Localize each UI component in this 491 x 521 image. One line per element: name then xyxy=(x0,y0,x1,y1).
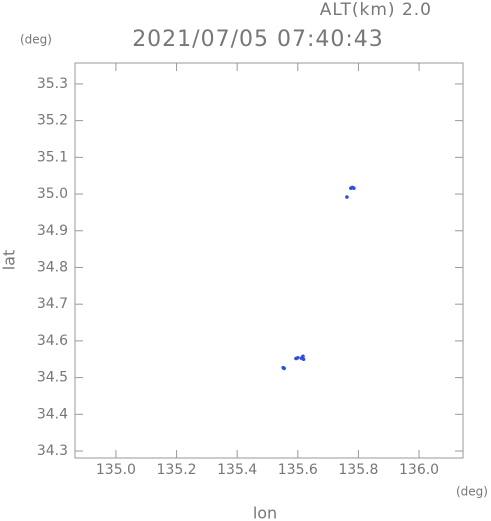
y-tick-label: 34.7 xyxy=(37,296,68,312)
y-tick-label: 34.4 xyxy=(37,406,68,422)
y-tick-label: 34.5 xyxy=(37,370,68,386)
x-tick-label: 135.2 xyxy=(157,462,197,478)
x-tick-label: 135.4 xyxy=(217,462,257,478)
x-tick-label: 135.0 xyxy=(96,462,136,478)
point xyxy=(345,195,349,199)
x-tick-label: 136.0 xyxy=(399,462,439,478)
point xyxy=(301,357,306,362)
x-tick-label: 135.8 xyxy=(338,462,378,478)
y-tick-label: 35.2 xyxy=(37,113,68,129)
plot-frame xyxy=(74,62,464,459)
y-tick-label: 35.3 xyxy=(37,76,68,92)
subtitle: ALT(km) 2.0 xyxy=(320,0,432,20)
y-tick-label: 34.9 xyxy=(37,223,68,239)
y-unit: (deg) xyxy=(20,33,52,47)
y-tick-label: 34.6 xyxy=(37,333,68,349)
point xyxy=(352,186,356,190)
chart-title: 2021/07/05 07:40:43 xyxy=(132,27,384,52)
y-tick-label: 34.3 xyxy=(37,443,68,459)
point xyxy=(301,354,305,359)
y-tick-label: 35.0 xyxy=(37,186,68,202)
point xyxy=(294,356,298,361)
y-tick-label: 34.8 xyxy=(37,259,68,275)
point xyxy=(282,366,286,371)
y-axis-label: lat xyxy=(0,250,19,271)
x-axis-label: lon xyxy=(253,504,277,521)
x-tick-label: 135.6 xyxy=(278,462,318,478)
y-tick-label: 35.1 xyxy=(37,149,68,165)
x-unit: (deg) xyxy=(456,485,488,499)
